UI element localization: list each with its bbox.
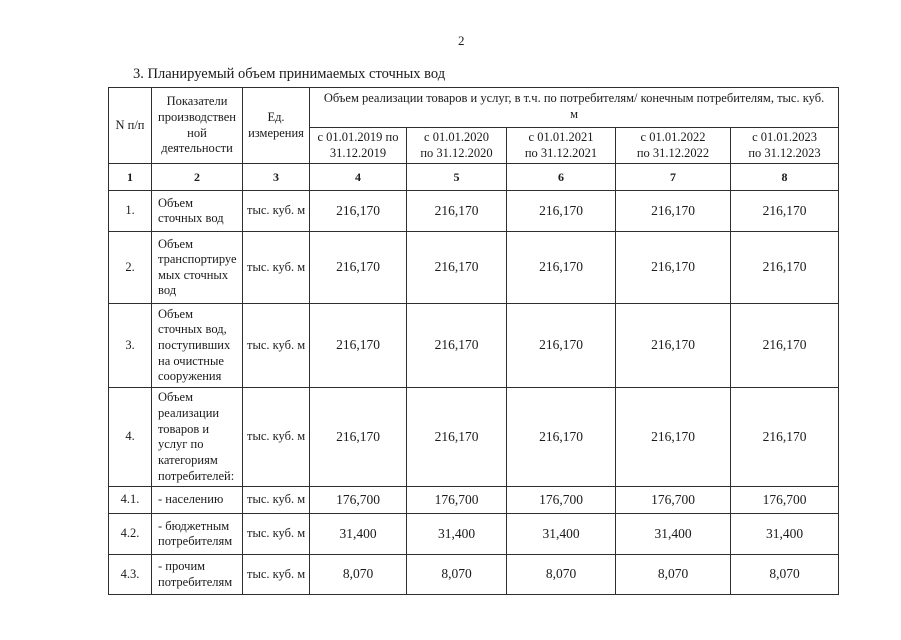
column-number-cell: 7 xyxy=(615,163,731,192)
value-cell: 31,400 xyxy=(406,513,507,556)
column-numbers-row: 1 2 3 4 5 6 7 8 xyxy=(108,163,840,192)
indicator-cell: Объем реализации товаров и услуг по кате… xyxy=(151,387,243,488)
unit-cell: тыс. куб. м xyxy=(242,554,310,596)
header-cell-period-2022: с 01.01.2022 по 31.12.2022 xyxy=(615,126,731,165)
unit-cell: тыс. куб. м xyxy=(242,513,310,556)
value-cell: 8,070 xyxy=(309,554,407,596)
column-number-cell: 3 xyxy=(242,163,310,192)
table-row: 3. Объем сточных вод, поступивших на очис… xyxy=(108,303,840,389)
value-cell: 216,170 xyxy=(406,190,507,233)
value-cell: 31,400 xyxy=(309,513,407,556)
table-row: 4.1. - населению тыс. куб. м 176,700 176,700… xyxy=(108,486,840,515)
value-cell: 216,170 xyxy=(506,231,616,305)
header-cell-row-number: N п/п xyxy=(108,86,152,165)
section-title: 3. Планируемый объем принимаемых сточных… xyxy=(133,66,446,82)
value-cell: 8,070 xyxy=(615,554,731,596)
value-cell: 216,170 xyxy=(506,387,616,488)
column-number-cell: 1 xyxy=(108,163,152,192)
table-row: 4.3. - прочим потребителям тыс. куб. м 8,07… xyxy=(108,554,840,596)
value-cell: 176,700 xyxy=(729,486,840,515)
value-cell: 216,170 xyxy=(309,190,407,233)
value-cell: 216,170 xyxy=(615,387,731,488)
row-number-cell: 2. xyxy=(108,231,152,305)
value-cell: 8,070 xyxy=(406,554,507,596)
column-number-cell: 4 xyxy=(309,163,407,192)
value-cell: 216,170 xyxy=(406,231,507,305)
value-cell: 216,170 xyxy=(729,190,840,233)
value-cell: 8,070 xyxy=(729,554,840,596)
header-cell-period-2021: с 01.01.2021 по 31.12.2021 xyxy=(506,126,616,165)
value-cell: 8,070 xyxy=(506,554,616,596)
row-number-cell: 4.3. xyxy=(108,554,152,596)
value-cell: 216,170 xyxy=(406,303,507,389)
table-period-row: с 01.01.2019 по 31.12.2019 с 01.01.2020 … xyxy=(109,126,840,165)
header-cell-period-2023: с 01.01.2023 по 31.12.2023 xyxy=(729,126,840,165)
column-number-cell: 2 xyxy=(151,163,243,192)
wastewater-volume-table: N п/п Показатели производствен ной деяте… xyxy=(108,86,840,596)
table-header-row: N п/п Показатели производствен ной деяте… xyxy=(108,86,840,165)
column-number-cell: 6 xyxy=(506,163,616,192)
value-cell: 176,700 xyxy=(309,486,407,515)
page-number: 2 xyxy=(458,33,465,48)
header-cell-unit: Ед. измерения xyxy=(242,86,310,165)
value-cell: 176,700 xyxy=(406,486,507,515)
value-cell: 31,400 xyxy=(615,513,731,556)
table-row: 4. Объем реализации товаров и услуг по ка… xyxy=(108,387,840,488)
header-cell-period-2020: с 01.01.2020 по 31.12.2020 xyxy=(406,126,507,165)
value-cell: 31,400 xyxy=(729,513,840,556)
value-cell: 216,170 xyxy=(506,303,616,389)
table-row: 2. Объем транспортируе мых сточных вод тыс… xyxy=(108,231,840,305)
value-cell: 216,170 xyxy=(615,190,731,233)
value-cell: 176,700 xyxy=(615,486,731,515)
indicator-cell: Объем сточных вод xyxy=(151,190,243,233)
column-number-cell: 8 xyxy=(729,163,840,192)
table-body: 1. Объем сточных вод тыс. куб. м 216,170 216… xyxy=(108,190,840,596)
value-cell: 216,170 xyxy=(309,303,407,389)
row-number-cell: 1. xyxy=(108,190,152,233)
value-cell: 216,170 xyxy=(615,231,731,305)
unit-cell: тыс. куб. м xyxy=(242,231,310,305)
header-cell-period-2019: с 01.01.2019 по 31.12.2019 xyxy=(309,126,407,165)
unit-cell: тыс. куб. м xyxy=(242,190,310,233)
row-number-cell: 4.2. xyxy=(108,513,152,556)
indicator-cell: - населению xyxy=(151,486,243,515)
indicator-cell: - прочим потребителям xyxy=(151,554,243,596)
value-cell: 216,170 xyxy=(615,303,731,389)
value-cell: 31,400 xyxy=(506,513,616,556)
value-cell: 216,170 xyxy=(729,303,840,389)
indicator-cell: - бюджетным потребителям xyxy=(151,513,243,556)
table-row: 1. Объем сточных вод тыс. куб. м 216,170 216… xyxy=(108,190,840,233)
indicator-cell: Объем сточных вод, поступивших на очистн… xyxy=(151,303,243,389)
value-cell: 216,170 xyxy=(309,387,407,488)
row-number-cell: 4. xyxy=(108,387,152,488)
value-cell: 216,170 xyxy=(309,231,407,305)
unit-cell: тыс. куб. м xyxy=(242,486,310,515)
unit-cell: тыс. куб. м xyxy=(242,303,310,389)
row-number-cell: 4.1. xyxy=(108,486,152,515)
column-number-cell: 5 xyxy=(406,163,507,192)
value-cell: 216,170 xyxy=(729,387,840,488)
unit-cell: тыс. куб. м xyxy=(242,387,310,488)
value-cell: 216,170 xyxy=(406,387,507,488)
value-cell: 216,170 xyxy=(729,231,840,305)
value-cell: 216,170 xyxy=(506,190,616,233)
row-number-cell: 3. xyxy=(108,303,152,389)
header-cell-indicator: Показатели производствен ной деятельност… xyxy=(151,86,243,165)
header-cell-volume-group: Объем реализации товаров и услуг, в т.ч.… xyxy=(308,87,840,128)
indicator-cell: Объем транспортируе мых сточных вод xyxy=(151,231,243,305)
value-cell: 176,700 xyxy=(506,486,616,515)
